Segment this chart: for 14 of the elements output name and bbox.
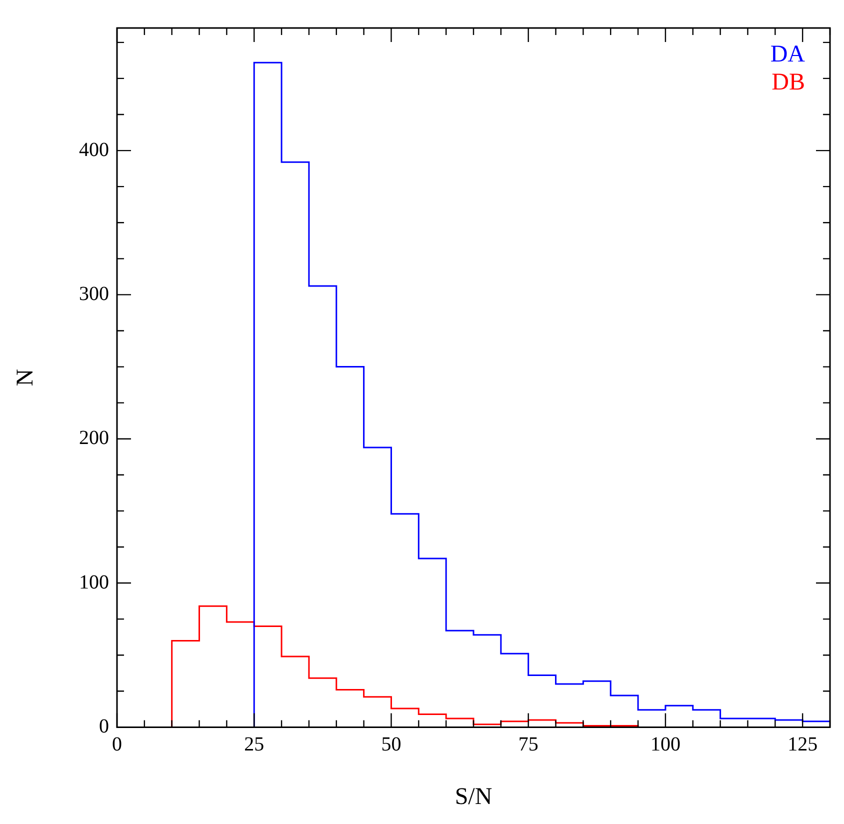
y-axis-title: N [12,368,39,386]
y-tick-label: 0 [99,715,109,738]
x-axis-title: S/N [454,784,492,810]
y-tick-label: 200 [79,427,109,450]
x-tick-label: 100 [650,733,680,756]
text: DA [770,41,806,68]
x-tick-label: 50 [381,733,402,756]
y-tick-label: 300 [79,282,109,305]
x-tick-label: 25 [244,733,264,756]
y-tick-label: 400 [79,138,109,161]
text: DB [772,69,805,96]
y-tick-label: 100 [79,571,109,594]
x-tick-label: 125 [788,733,818,756]
x-tick-label: 75 [518,733,538,756]
